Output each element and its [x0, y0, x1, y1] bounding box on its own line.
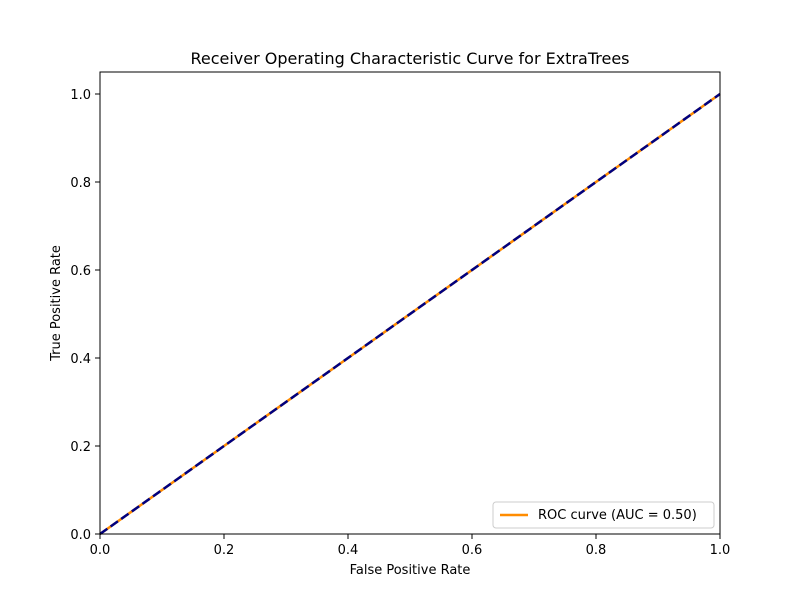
legend-box: [492, 501, 715, 529]
x-tick-label: 0.8: [586, 543, 607, 558]
x-tick-label: 0.6: [462, 543, 483, 558]
y-axis-label: True Positive Rate: [49, 245, 64, 362]
y-tick-label: 0.2: [70, 440, 91, 455]
legend-label-roc-curve: ROC curve (AUC = 0.50): [538, 508, 697, 523]
x-axis-label: False Positive Rate: [350, 563, 471, 578]
series-layer: [99, 92, 721, 536]
x-tick-label: 0.0: [90, 543, 111, 558]
plot-background: [100, 72, 720, 534]
chart-title: Receiver Operating Characteristic Curve …: [190, 49, 629, 68]
x-tick-label: 1.0: [710, 543, 731, 558]
plot-frame: [99, 71, 721, 535]
x-tick-label: 0.2: [214, 543, 235, 558]
x-axis: 0.0 0.2 0.4 0.6 0.8 1.0: [90, 534, 731, 558]
x-tick-label: 0.4: [338, 543, 359, 558]
legend: ROC curve (AUC = 0.50): [492, 501, 715, 529]
y-tick-label: 0.4: [70, 352, 91, 367]
y-tick-label: 0.0: [70, 528, 91, 543]
y-tick-label: 0.6: [70, 264, 91, 279]
reference-diagonal-line: [99, 92, 721, 536]
plot-area: [99, 71, 721, 536]
y-axis: 0.0 0.2 0.4 0.6 0.8 1.0: [70, 88, 100, 543]
y-tick-label: 0.8: [70, 176, 91, 191]
y-tick-label: 1.0: [70, 88, 91, 103]
